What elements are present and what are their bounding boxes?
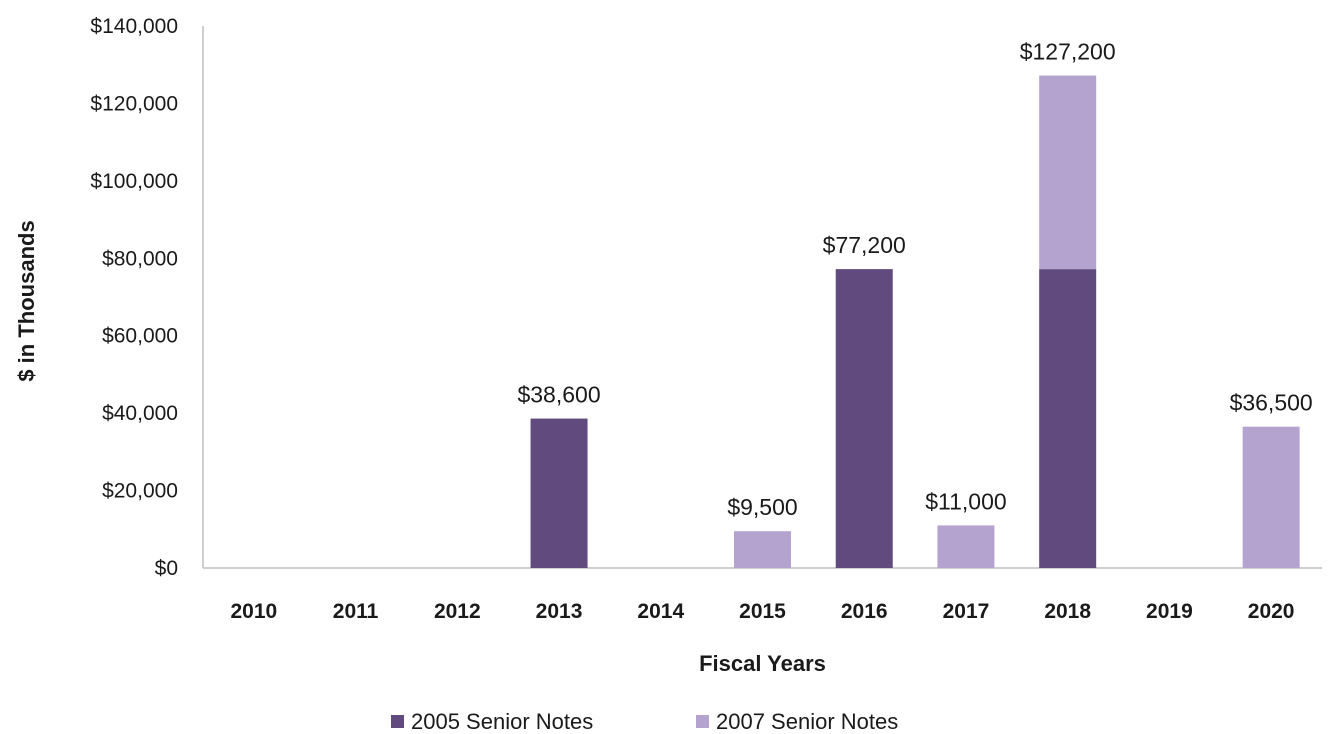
x-tick-label: 2020 <box>1248 600 1295 623</box>
data-label-2016: $77,200 <box>823 232 906 258</box>
data-labels: $38,600 $9,500 $77,200 $11,000 $127,200 $36,5… <box>517 39 1312 521</box>
legend-label: 2007 Senior Notes <box>716 709 898 734</box>
y-axis-title: $ in Thousands <box>14 220 39 381</box>
x-tick-label: 2010 <box>231 600 278 623</box>
data-label-2020: $36,500 <box>1230 390 1313 416</box>
x-tick-label: 2013 <box>536 600 583 623</box>
data-label-2015: $9,500 <box>727 494 797 520</box>
x-tick-label: 2012 <box>434 600 481 623</box>
bar-series-2007-2017 <box>937 525 995 568</box>
bar-series-2007-2020 <box>1242 426 1300 568</box>
legend: 2005 Senior Notes 2007 Senior Notes <box>391 709 898 734</box>
x-tick-label: 2015 <box>739 600 786 623</box>
y-tick-label: $20,000 <box>102 480 178 503</box>
bars <box>530 75 1300 568</box>
data-label-2013: $38,600 <box>517 382 600 408</box>
y-axis-ticks: $0 $20,000 $40,000 $60,000 $80,000 $100,000 $1… <box>90 15 178 580</box>
x-tick-label: 2011 <box>333 600 379 623</box>
bar-series-2005-2013 <box>530 418 588 568</box>
legend-swatch <box>391 715 404 728</box>
data-label-2018: $127,200 <box>1020 39 1116 65</box>
bar-series-2007-2018 <box>1039 75 1097 270</box>
x-tick-label: 2014 <box>637 600 684 623</box>
bar-series-2007-2015 <box>734 531 791 568</box>
x-tick-label: 2018 <box>1044 600 1091 623</box>
y-tick-label: $120,000 <box>90 92 178 115</box>
x-tick-label: 2017 <box>943 600 990 623</box>
y-tick-label: $0 <box>155 557 178 580</box>
x-tick-label: 2019 <box>1146 600 1193 623</box>
y-tick-label: $80,000 <box>102 247 178 270</box>
x-axis-ticks: 2010 2011 2012 2013 2014 2015 2016 2017 2018 2019… <box>231 600 1295 623</box>
y-tick-label: $60,000 <box>102 325 178 348</box>
legend-swatch <box>696 715 709 728</box>
bar-series-2005-2018 <box>1039 269 1097 568</box>
x-tick-label: 2016 <box>841 600 888 623</box>
x-axis-title: Fiscal Years <box>699 651 826 676</box>
bar-series-2005-2016 <box>835 269 893 568</box>
legend-label: 2005 Senior Notes <box>411 709 593 734</box>
y-tick-label: $100,000 <box>90 170 178 193</box>
data-label-2017: $11,000 <box>925 488 1006 514</box>
y-tick-label: $140,000 <box>90 15 178 38</box>
y-tick-label: $40,000 <box>102 402 178 425</box>
